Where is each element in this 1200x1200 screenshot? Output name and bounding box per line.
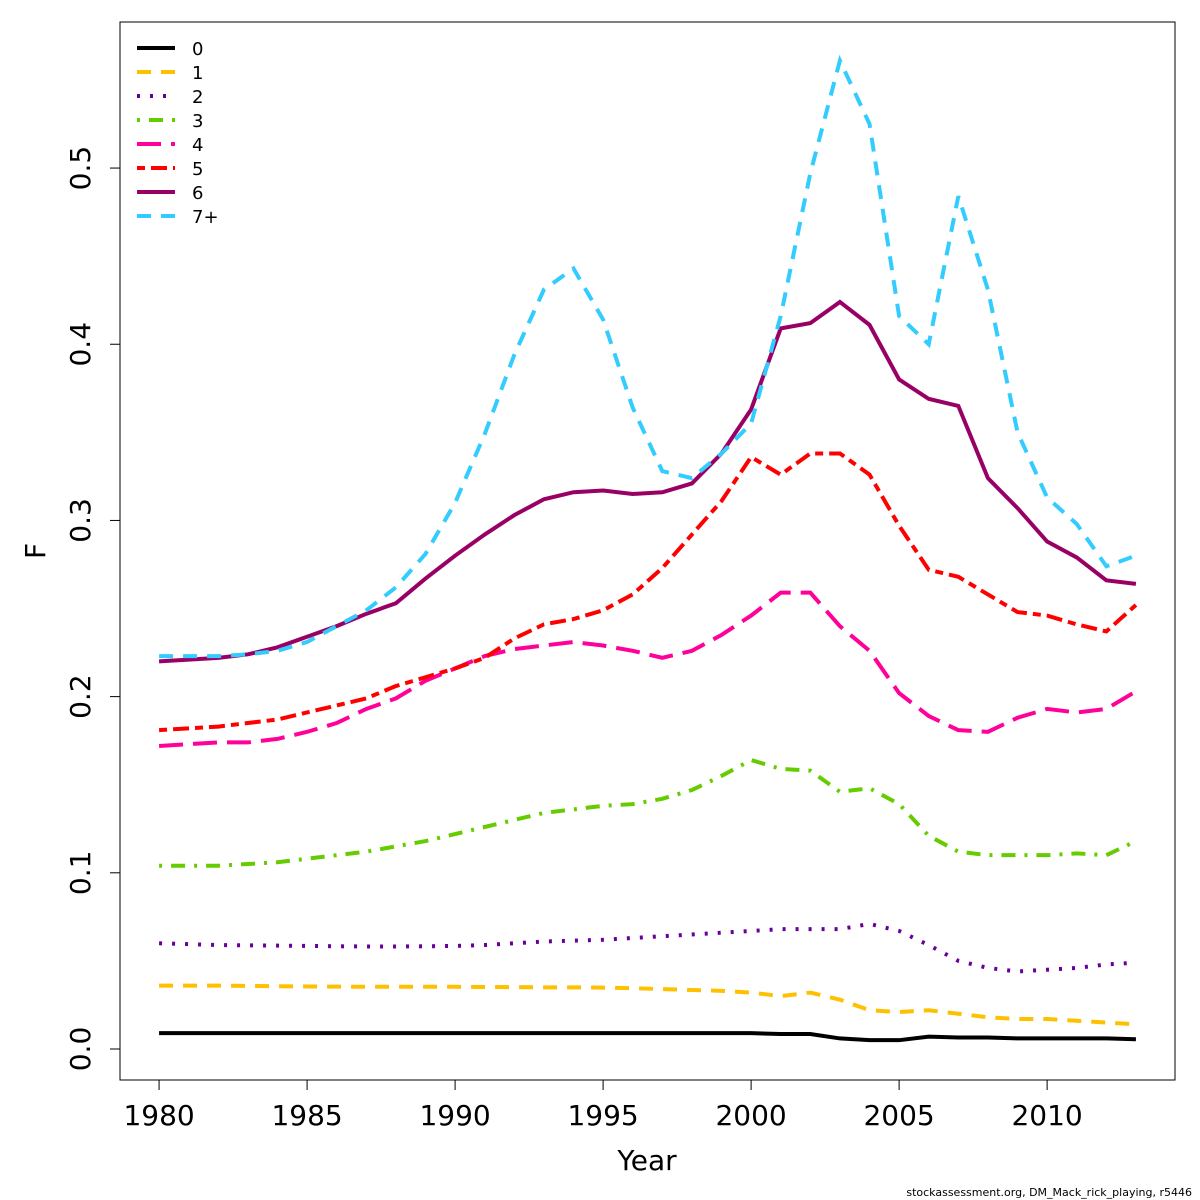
- x-axis-label: Year: [616, 1144, 677, 1177]
- legend-label: 4: [192, 135, 203, 156]
- series-line: [158, 590, 1137, 748]
- legend-label: 5: [192, 159, 203, 180]
- series-line: [158, 299, 1137, 664]
- x-tick-label: 2005: [863, 1099, 934, 1132]
- series-line: [159, 983, 1137, 1027]
- x-tick-label: 1980: [123, 1099, 194, 1132]
- legend-label: 2: [192, 87, 203, 108]
- footer: stockassessment.org, DM_Mack_rick_playin…: [906, 1186, 1192, 1199]
- y-tick-label: 0.1: [64, 851, 97, 896]
- y-tick-label: 0.0: [64, 1027, 97, 1072]
- x-tick-label: 2000: [715, 1099, 786, 1132]
- x-tick-label: 1995: [567, 1099, 638, 1132]
- x-tick-label: 2010: [1011, 1099, 1082, 1132]
- y-tick-label: 0.5: [64, 146, 97, 191]
- series-line: [158, 451, 1138, 733]
- series-line: [159, 54, 1137, 659]
- series-line: [159, 921, 1137, 974]
- legend-label: 6: [192, 183, 203, 204]
- legend-label: 3: [192, 111, 203, 132]
- series-line: [159, 1031, 1136, 1043]
- x-tick-label: 1985: [271, 1099, 342, 1132]
- y-tick-label: 0.3: [64, 498, 97, 543]
- legend-label: 7+: [192, 207, 219, 228]
- plot-frame: [119, 21, 1176, 1081]
- series-line: [159, 757, 1137, 868]
- y-tick-label: 0.2: [64, 674, 97, 719]
- x-tick-label: 1990: [419, 1099, 490, 1132]
- y-axis-label: F: [19, 543, 52, 559]
- legend-label: 1: [192, 63, 203, 84]
- legend-label: 0: [192, 39, 203, 60]
- y-tick-label: 0.4: [64, 322, 97, 367]
